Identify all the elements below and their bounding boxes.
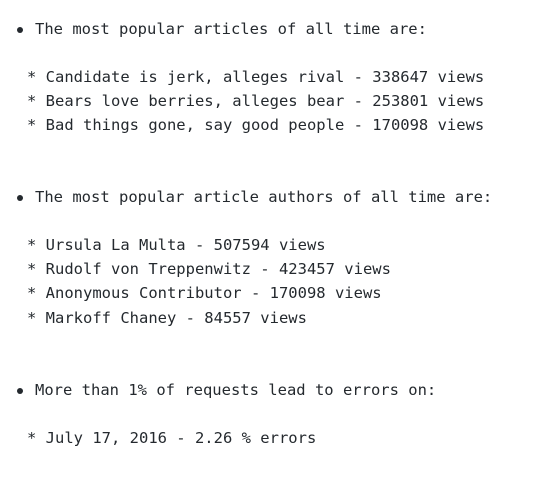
section-heading: The most popular articles of all time ar… [35, 20, 427, 38]
list-item: * Candidate is jerk, alleges rival - 338… [27, 68, 485, 86]
section-heading: The most popular article authors of all … [35, 188, 493, 206]
list-item: * Anonymous Contributor - 170098 views [27, 284, 382, 302]
list-item: * Bad things gone, say good people - 170… [27, 116, 485, 134]
list-item: * Ursula La Multa - 507594 views [27, 236, 326, 254]
list-item: * Rudolf von Treppenwitz - 423457 views [27, 260, 391, 278]
bullet-icon [17, 27, 23, 33]
list-item: * July 17, 2016 - 2.26 % errors [27, 429, 317, 447]
list-item: * Bears love berries, alleges bear - 253… [27, 92, 485, 110]
section-heading: More than 1% of requests lead to errors … [35, 381, 437, 399]
bullet-icon [17, 388, 23, 394]
list-item: * Markoff Chaney - 84557 views [27, 309, 307, 327]
bullet-icon [17, 195, 23, 201]
